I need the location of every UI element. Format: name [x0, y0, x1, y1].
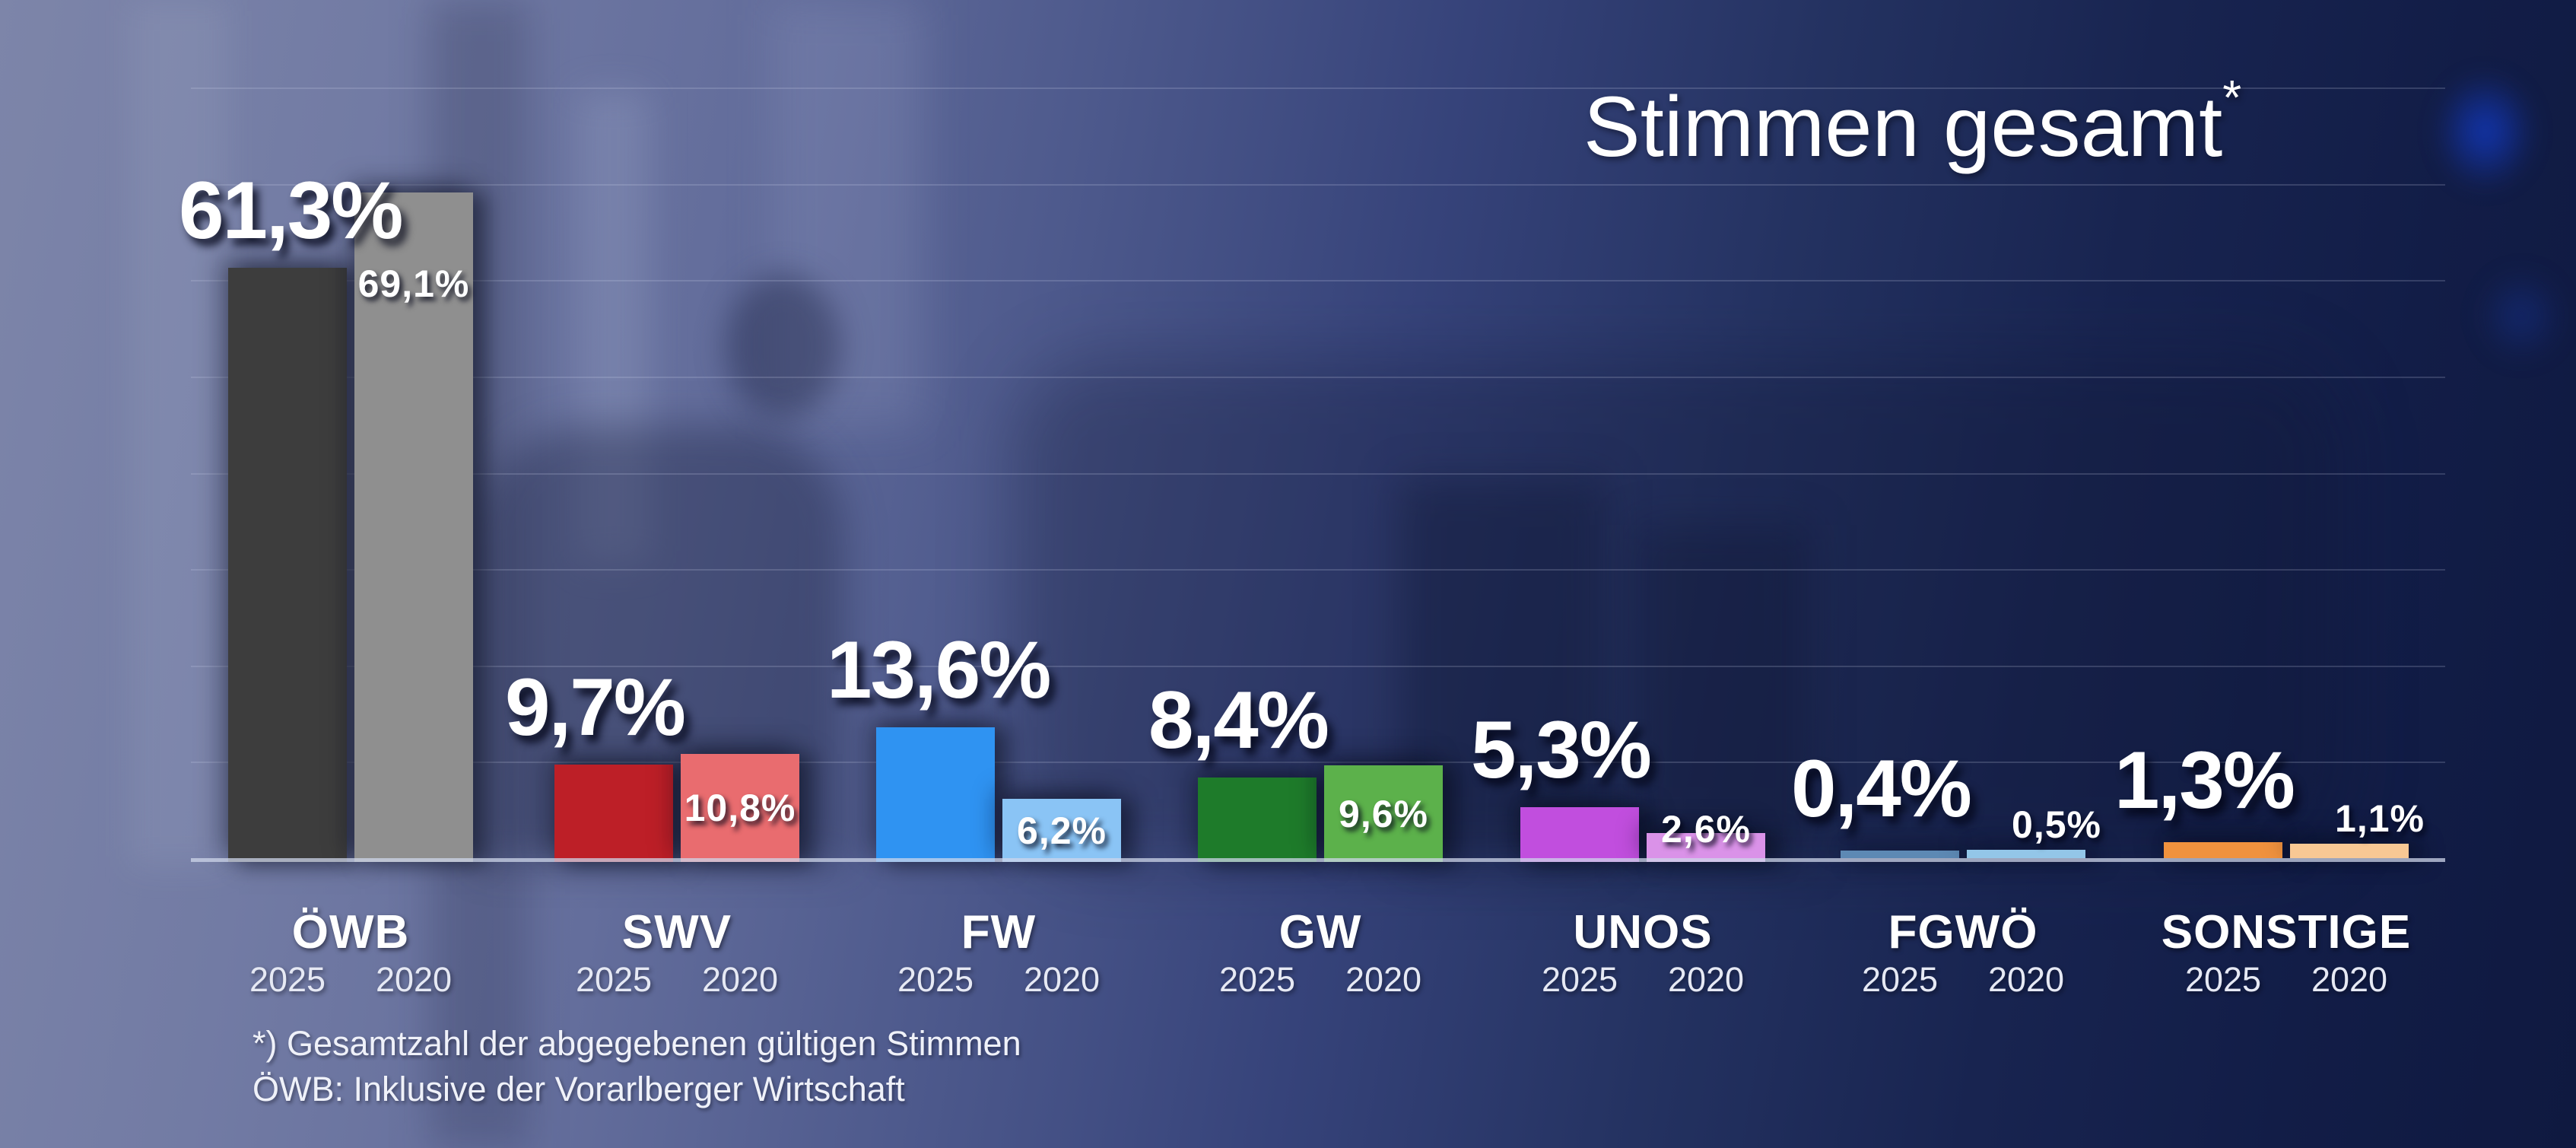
- year-label-2025-ÖWB: 2025: [249, 960, 326, 999]
- value-label-2025-SWV: 9,7%: [505, 661, 686, 752]
- bar-2020-UNOS: [1647, 833, 1765, 862]
- bar-2025-FW: [876, 727, 995, 862]
- bar-2020-FW: [1002, 799, 1121, 862]
- background-door-band: [578, 91, 650, 563]
- bar-2020-SONSTIGE: [2290, 844, 2409, 858]
- year-label-2025-FW: 2025: [897, 960, 974, 999]
- value-label-2020-ÖWB: 69,1%: [357, 262, 470, 305]
- value-label-2020-GW: 9,6%: [1339, 793, 1428, 835]
- background-blue-bokeh-glow: [2415, 49, 2555, 213]
- gridline-20-percent: [191, 666, 2445, 667]
- value-label-2020-FGWÖ: 0,5%: [2012, 803, 2101, 846]
- background-voter-head: [726, 274, 840, 418]
- bar-2020-SWV: [681, 754, 799, 862]
- year-label-2025-SWV: 2025: [575, 960, 653, 999]
- gridline-70-percent: [191, 184, 2445, 186]
- chart-title-asterisk: *: [2222, 70, 2242, 125]
- year-label-2025-FGWÖ: 2025: [1861, 960, 1939, 999]
- background-window-band-mid: [772, 0, 924, 426]
- value-label-2020-SONSTIGE: 1,1%: [2335, 797, 2425, 840]
- party-label-FW: FW: [961, 906, 1037, 959]
- year-label-2025-GW: 2025: [1218, 960, 1296, 999]
- background-blue-bokeh-glow-2: [2460, 251, 2576, 380]
- party-label-ÖWB: ÖWB: [291, 906, 410, 959]
- value-label-2020-FW: 6,2%: [1017, 809, 1107, 852]
- year-label-2025-UNOS: 2025: [1541, 960, 1618, 999]
- bar-2025-GW: [1198, 778, 1317, 862]
- footnote: *) Gesamtzahl der abgegebenen gültigen S…: [253, 1021, 1021, 1113]
- year-label-2020-ÖWB: 2020: [375, 960, 453, 999]
- party-label-GW: GW: [1278, 906, 1362, 959]
- year-label-2020-UNOS: 2020: [1667, 960, 1745, 999]
- x-axis-baseline: [191, 858, 2445, 862]
- gridline-30-percent: [191, 569, 2445, 571]
- value-label-2025-FW: 13,6%: [827, 624, 1051, 715]
- bar-2025-ÖWB: [228, 268, 347, 862]
- value-label-2020-UNOS: 2,6%: [1661, 808, 1751, 851]
- value-label-2020-SWV: 10,8%: [684, 787, 796, 829]
- value-label-2025-SONSTIGE: 1,3%: [2114, 734, 2295, 825]
- value-label-2025-ÖWB: 61,3%: [179, 164, 403, 256]
- value-label-2025-FGWÖ: 0,4%: [1791, 743, 1972, 834]
- gridline-10-percent: [191, 762, 2445, 763]
- bar-2020-GW: [1324, 765, 1443, 862]
- year-label-2020-SWV: 2020: [701, 960, 779, 999]
- bar-2020-FGWÖ: [1967, 850, 2085, 858]
- year-label-2020-FW: 2020: [1023, 960, 1101, 999]
- party-label-SONSTIGE: SONSTIGE: [2161, 906, 2412, 959]
- value-label-2025-GW: 8,4%: [1148, 674, 1329, 765]
- party-label-FGWÖ: FGWÖ: [1888, 906, 2038, 959]
- footnote-line-2: ÖWB: Inklusive der Vorarlberger Wirtscha…: [253, 1070, 905, 1109]
- chart-title-text: Stimmen gesamt: [1583, 79, 2223, 174]
- chart-title: Stimmen gesamt*: [1583, 73, 2241, 170]
- year-label-2025-SONSTIGE: 2025: [2184, 960, 2262, 999]
- gridline-60-percent: [191, 280, 2445, 281]
- year-label-2020-FGWÖ: 2020: [1987, 960, 2065, 999]
- background-window-band-left: [129, 0, 228, 867]
- bar-2020-ÖWB: [354, 192, 473, 862]
- bar-2025-SONSTIGE: [2164, 842, 2282, 858]
- footnote-line-1: *) Gesamtzahl der abgegebenen gültigen S…: [253, 1024, 1021, 1063]
- year-label-2020-GW: 2020: [1345, 960, 1422, 999]
- year-label-2020-SONSTIGE: 2020: [2311, 960, 2388, 999]
- gridline-80-percent: [191, 87, 2445, 89]
- gridline-50-percent: [191, 377, 2445, 378]
- value-label-2025-UNOS: 5,3%: [1471, 704, 1652, 795]
- bar-2025-UNOS: [1520, 807, 1639, 862]
- bar-2025-FGWÖ: [1841, 851, 1959, 858]
- party-label-SWV: SWV: [621, 906, 732, 959]
- party-label-UNOS: UNOS: [1573, 906, 1713, 959]
- gridline-40-percent: [191, 473, 2445, 475]
- bar-2025-SWV: [554, 765, 673, 862]
